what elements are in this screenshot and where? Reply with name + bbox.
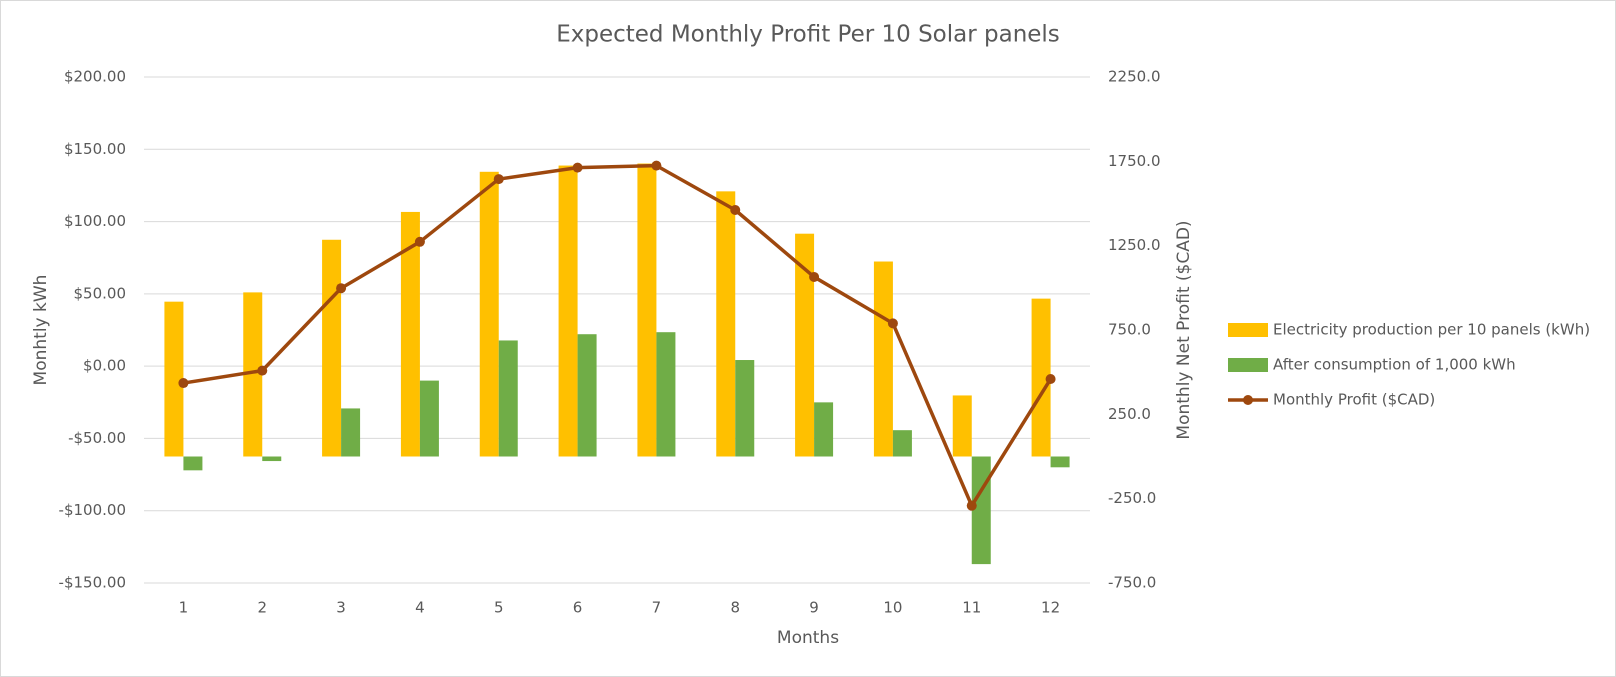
x-tick-label: 9 [809, 599, 819, 617]
line-marker [730, 205, 741, 216]
bar [873, 261, 893, 457]
y-axis-title: Monhtly kWh [31, 275, 51, 386]
legend-label: Monthly Profit ($CAD) [1273, 391, 1435, 409]
bar [952, 395, 972, 457]
bar [243, 292, 263, 457]
line-marker [966, 500, 977, 511]
line-marker [651, 160, 662, 171]
y2-tick-label: -250.0 [1108, 489, 1156, 507]
x-tick-label: 7 [652, 599, 662, 617]
bar [558, 165, 578, 457]
bar [400, 211, 420, 457]
legend-label: After consumption of 1,000 kWh [1273, 356, 1516, 374]
line-marker [572, 162, 583, 173]
x-tick-label: 10 [883, 599, 902, 617]
bar [892, 430, 912, 457]
bar [498, 340, 518, 457]
line-marker [414, 236, 425, 247]
y2-tick-label: 2250.0 [1108, 68, 1161, 86]
bar [735, 360, 755, 457]
bar [262, 456, 282, 462]
y-tick-label: $200.00 [64, 68, 126, 86]
line-marker [809, 271, 820, 282]
bar [1050, 456, 1070, 468]
bar [637, 163, 657, 457]
line-marker [1045, 374, 1056, 385]
y2-tick-label: 250.0 [1108, 405, 1151, 423]
bar [419, 380, 439, 457]
bar [164, 301, 184, 457]
y2-tick-label: 1750.0 [1108, 152, 1161, 170]
line [183, 163, 1053, 508]
legend-swatch [1243, 395, 1253, 405]
x-tick-label: 2 [257, 599, 267, 617]
line-marker [336, 283, 347, 294]
legend-swatch [1228, 358, 1268, 372]
line-marker [178, 378, 189, 389]
y2-tick-label: -750.0 [1108, 574, 1156, 592]
x-tick-label: 6 [573, 599, 583, 617]
bar [322, 239, 342, 457]
bar [971, 456, 991, 565]
y-tick-label: -$100.00 [59, 501, 126, 519]
line-marker [493, 174, 504, 185]
legend-swatch [1228, 323, 1268, 337]
bar [795, 233, 815, 457]
x-tick-label: 12 [1041, 599, 1060, 617]
y2-tick-label: 1250.0 [1108, 236, 1161, 254]
x-tick-label: 11 [962, 599, 981, 617]
bar [656, 332, 676, 457]
x-tick-label: 1 [179, 599, 189, 617]
y2-axis-title: Monthly Net Profit ($CAD) [1174, 220, 1194, 439]
bar [814, 402, 834, 457]
x-axis-title: Months [777, 628, 839, 648]
line-marker [887, 318, 898, 329]
bar [183, 456, 203, 471]
x-tick-label: 3 [336, 599, 346, 617]
y2-tick-label: 750.0 [1108, 321, 1151, 339]
y-tick-label: $100.00 [64, 212, 126, 230]
x-tick-label: 4 [415, 599, 425, 617]
bar [577, 334, 597, 457]
x-tick-label: 5 [494, 599, 504, 617]
bar [479, 171, 499, 457]
chart-title: Expected Monthly Profit Per 10 Solar pan… [556, 22, 1060, 48]
y-tick-label: -$50.00 [68, 429, 126, 447]
bar [341, 408, 361, 457]
x-tick-label: 8 [730, 599, 740, 617]
bar [716, 191, 736, 457]
legend-label: Electricity production per 10 panels (kW… [1273, 321, 1590, 339]
y-tick-label: $150.00 [64, 140, 126, 158]
line-marker [257, 365, 268, 376]
y-tick-label: $50.00 [74, 284, 127, 302]
y-tick-label: $0.00 [83, 357, 126, 375]
bar [1031, 298, 1051, 457]
y-tick-label: -$150.00 [59, 574, 126, 592]
